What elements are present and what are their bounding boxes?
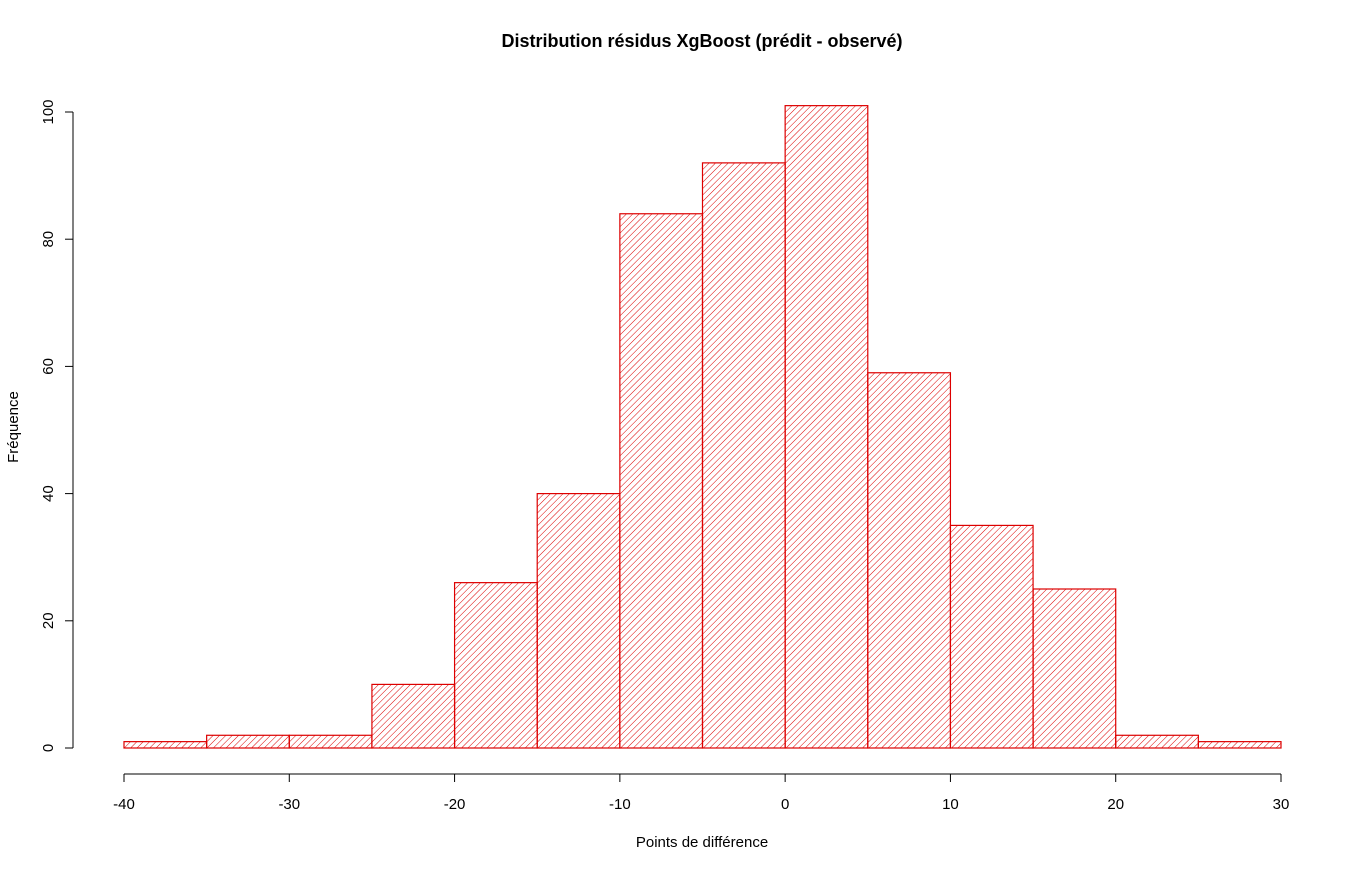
x-tick-label: -20 bbox=[444, 796, 466, 813]
x-tick-label: 10 bbox=[942, 796, 959, 813]
histogram-bar bbox=[288, 734, 373, 749]
histogram-bar bbox=[949, 524, 1034, 749]
chart-title: Distribution résidus XgBoost (prédit - o… bbox=[501, 31, 902, 51]
y-tick-label: 0 bbox=[40, 744, 57, 752]
histogram-bar bbox=[1115, 734, 1199, 749]
histogram-bar bbox=[1197, 741, 1282, 749]
histogram-bar bbox=[619, 213, 704, 749]
histogram-bar bbox=[371, 683, 456, 749]
y-tick-label: 40 bbox=[40, 485, 57, 502]
histogram-bars bbox=[123, 105, 1282, 749]
histogram-bar bbox=[536, 493, 621, 749]
x-tick-label: -40 bbox=[113, 796, 135, 813]
y-tick-label: 80 bbox=[40, 231, 57, 248]
x-tick-label: -10 bbox=[609, 796, 631, 813]
histogram-bar bbox=[1032, 588, 1117, 749]
histogram-bar bbox=[701, 162, 786, 749]
y-tick-label: 100 bbox=[40, 99, 57, 124]
y-axis: 0 20 40 60 80 100 bbox=[40, 99, 74, 752]
histogram-bar bbox=[453, 582, 538, 749]
x-tick-label: 0 bbox=[781, 796, 789, 813]
histogram-bar bbox=[123, 741, 208, 749]
histogram-bar bbox=[867, 372, 952, 749]
x-axis-label: Points de différence bbox=[636, 834, 768, 851]
y-axis-label: Fréquence bbox=[5, 391, 22, 463]
x-tick-label: -30 bbox=[278, 796, 300, 813]
y-tick-label: 20 bbox=[40, 612, 57, 629]
y-tick-label: 60 bbox=[40, 358, 57, 375]
x-tick-label: 20 bbox=[1107, 796, 1124, 813]
histogram-bar bbox=[784, 105, 869, 749]
histogram-bar bbox=[206, 734, 290, 749]
x-axis: -40 -30 -20 -10 0 10 20 30 bbox=[113, 773, 1290, 813]
x-tick-label: 30 bbox=[1273, 796, 1290, 813]
